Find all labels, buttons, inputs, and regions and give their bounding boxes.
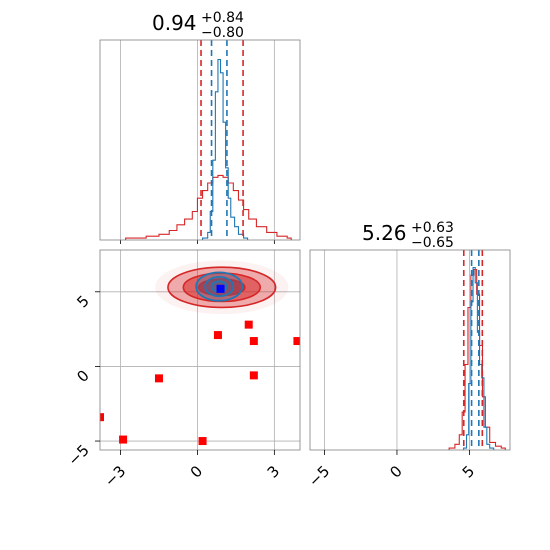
title-param1-median: 0.94	[152, 11, 197, 35]
marginal-panel-param2-frame	[309, 249, 511, 451]
marginal-panel-param1	[99, 39, 301, 244]
joint-outlier-point-2	[154, 374, 163, 383]
joint-truth-marker	[216, 284, 225, 293]
joint-outlier-point-7	[249, 371, 258, 380]
title-param1: 0.94 +0.84 −0.80	[152, 10, 244, 41]
joint-outlier-point-0	[100, 413, 104, 422]
title-param2-upper: +0.63	[411, 220, 454, 236]
title-param2-median: 5.26	[362, 221, 407, 245]
marginal-panel-param2	[309, 249, 511, 451]
joint-panel	[99, 249, 301, 451]
joint-outlier-point-8	[293, 337, 300, 346]
joint-outlier-point-1	[119, 435, 128, 444]
title-param2: 5.26 +0.63 −0.65	[362, 220, 454, 251]
m1-hist-red	[125, 174, 292, 240]
joint-panel-frame	[99, 249, 301, 451]
joint-outlier-point-3	[198, 437, 207, 446]
title-param1-upper: +0.84	[201, 10, 244, 26]
joint-outlier-point-6	[249, 337, 258, 346]
marginal-panel-param1-frame	[99, 39, 301, 241]
m1-hist-blue	[202, 58, 249, 240]
title-param2-lower: −0.65	[411, 235, 454, 251]
joint-outlier-point-5	[244, 320, 253, 329]
joint-outlier-point-4	[213, 331, 222, 340]
m2-hist-blue	[463, 267, 495, 450]
title-param1-lower: −0.80	[201, 25, 244, 41]
